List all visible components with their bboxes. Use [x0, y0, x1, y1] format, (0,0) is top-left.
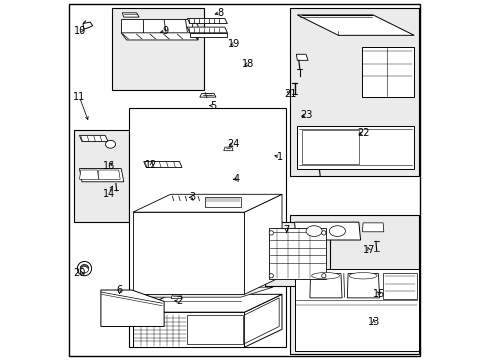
Bar — [290, 215, 418, 354]
Polygon shape — [294, 222, 360, 240]
Ellipse shape — [311, 273, 339, 279]
Polygon shape — [200, 94, 216, 97]
Circle shape — [321, 274, 325, 278]
Text: 9: 9 — [163, 26, 169, 36]
Text: 8: 8 — [217, 8, 223, 18]
Text: 22: 22 — [356, 128, 368, 138]
Polygon shape — [244, 298, 279, 343]
Ellipse shape — [105, 140, 115, 148]
Polygon shape — [362, 223, 383, 232]
Polygon shape — [205, 197, 241, 207]
Text: 23: 23 — [299, 110, 311, 120]
Polygon shape — [171, 295, 182, 298]
Circle shape — [321, 231, 325, 235]
Text: 11: 11 — [73, 92, 85, 102]
Polygon shape — [346, 274, 379, 298]
Polygon shape — [192, 18, 198, 40]
Polygon shape — [133, 312, 244, 347]
Text: 1: 1 — [277, 152, 283, 162]
Polygon shape — [121, 18, 192, 33]
Bar — [264, 222, 329, 287]
Text: 18: 18 — [242, 59, 254, 69]
Polygon shape — [297, 126, 413, 168]
Polygon shape — [121, 33, 198, 40]
Polygon shape — [99, 170, 120, 179]
Polygon shape — [83, 22, 93, 29]
Circle shape — [268, 231, 273, 235]
Polygon shape — [122, 13, 139, 17]
Polygon shape — [80, 168, 123, 182]
Polygon shape — [80, 170, 99, 179]
Text: 21: 21 — [284, 89, 296, 99]
Polygon shape — [301, 130, 358, 164]
Text: 15: 15 — [372, 289, 385, 299]
Text: 3: 3 — [189, 192, 195, 202]
Ellipse shape — [305, 226, 322, 237]
Bar — [111, 8, 204, 90]
Polygon shape — [296, 54, 307, 60]
Text: 12: 12 — [145, 160, 158, 170]
Polygon shape — [143, 161, 182, 167]
Text: 4: 4 — [233, 174, 239, 184]
Text: 7: 7 — [283, 225, 289, 235]
Polygon shape — [101, 290, 164, 327]
Polygon shape — [133, 294, 282, 312]
Polygon shape — [244, 194, 282, 294]
Circle shape — [80, 264, 88, 273]
Polygon shape — [294, 269, 418, 351]
Polygon shape — [187, 18, 227, 23]
Ellipse shape — [348, 273, 376, 279]
Text: 6: 6 — [116, 285, 122, 295]
Text: 20: 20 — [73, 268, 85, 278]
Polygon shape — [189, 33, 227, 37]
Polygon shape — [133, 194, 282, 212]
Bar — [129, 108, 285, 347]
Text: 14: 14 — [102, 189, 115, 199]
Text: 10: 10 — [74, 26, 86, 36]
Circle shape — [268, 274, 273, 278]
Polygon shape — [268, 228, 325, 279]
Polygon shape — [382, 273, 416, 298]
Polygon shape — [141, 287, 272, 297]
Text: 24: 24 — [226, 139, 239, 149]
Text: 5: 5 — [209, 101, 216, 111]
Circle shape — [77, 261, 91, 276]
Polygon shape — [80, 135, 108, 141]
Text: 17: 17 — [362, 245, 374, 255]
Polygon shape — [309, 274, 341, 298]
Bar — [290, 8, 418, 176]
Text: 19: 19 — [228, 39, 240, 49]
Ellipse shape — [328, 226, 345, 237]
Polygon shape — [187, 27, 227, 33]
Polygon shape — [133, 212, 244, 294]
Polygon shape — [361, 47, 413, 97]
Polygon shape — [297, 15, 413, 35]
Polygon shape — [187, 315, 242, 343]
Text: 13: 13 — [367, 317, 379, 327]
Polygon shape — [224, 147, 233, 151]
Text: 2: 2 — [176, 296, 182, 306]
Polygon shape — [244, 294, 282, 347]
Text: 16: 16 — [103, 161, 115, 171]
Bar — [74, 130, 129, 222]
